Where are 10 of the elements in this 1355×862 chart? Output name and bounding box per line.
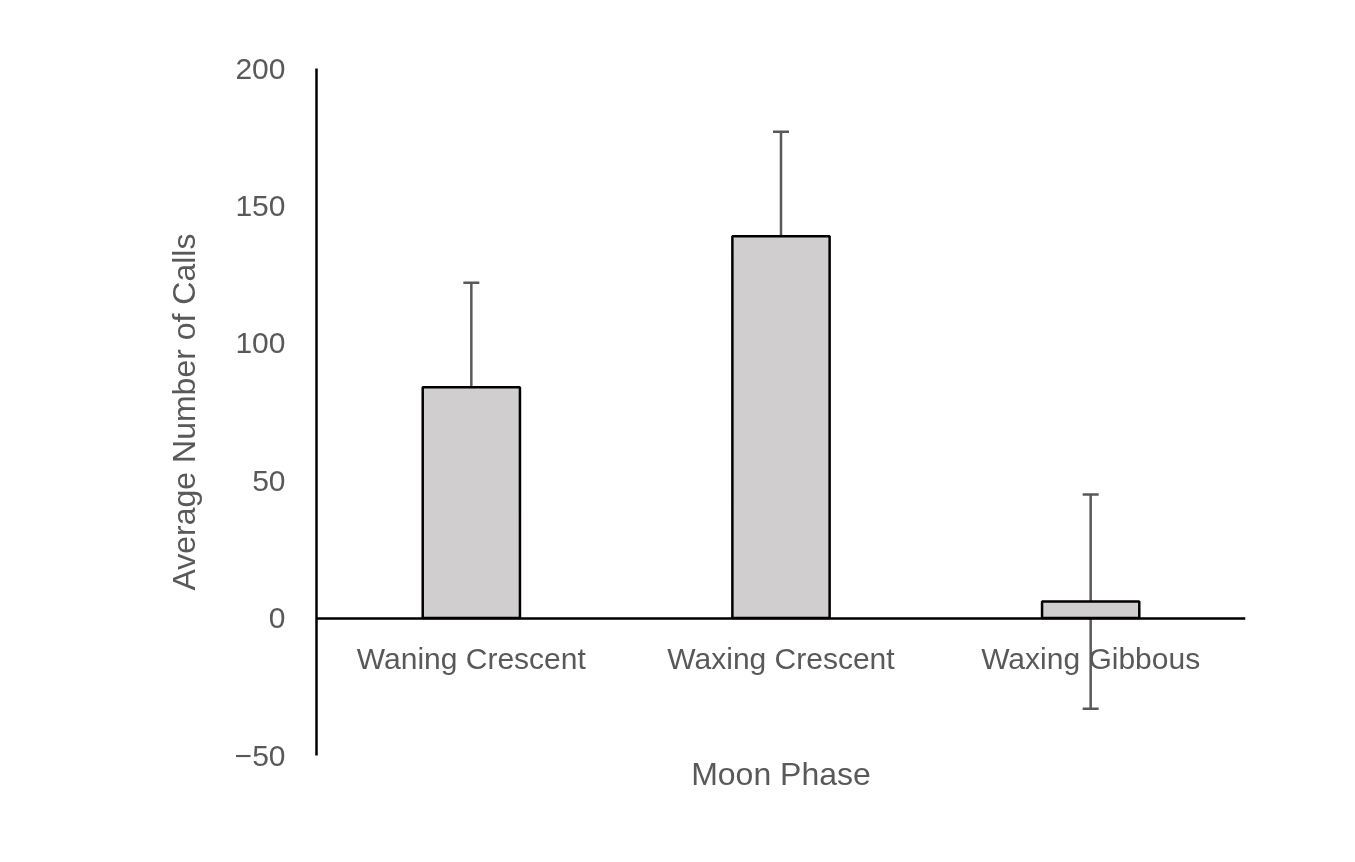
y-tick-label: 0 [268,601,286,635]
x-tick-label: Waning Crescent [356,642,587,676]
y-tick-label: −50 [234,738,286,772]
x-axis-title: Moon Phase [691,755,871,792]
y-axis-title: Average Number of Calls [165,233,202,591]
y-tick-label: 100 [235,326,286,360]
y-tick-label: 150 [235,188,286,222]
y-tick-label: 200 [235,51,286,85]
y-tick-label: 50 [252,463,286,497]
x-tick-label: Waxing Crescent [667,642,896,676]
